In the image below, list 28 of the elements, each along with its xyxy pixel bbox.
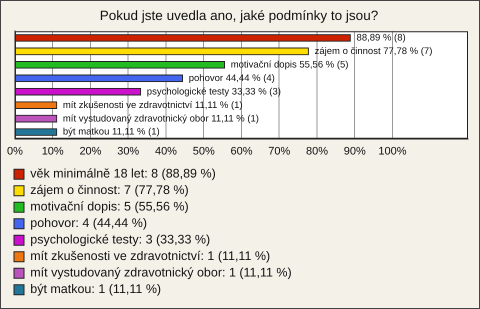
- data-label: 88,89 % (8): [356, 32, 406, 44]
- x-tick-label: 60%: [230, 145, 253, 158]
- legend-label: být matkou: 1 (11,11 %): [30, 282, 162, 296]
- x-tick-label: 90%: [344, 145, 366, 158]
- x-tick-label: 50%: [192, 145, 215, 158]
- x-tick-label: 100%: [378, 145, 407, 158]
- x-tick-label: 40%: [154, 145, 178, 158]
- legend-label: mít vystudovaný zdravotnický obor: 1 (11,11 %): [30, 266, 292, 280]
- legend-label: věk minimálně 18 let: 8 (88,89 %): [30, 166, 216, 181]
- x-tick-label: 70%: [268, 145, 290, 158]
- legend-label: motivační dopis: 5 (55,56 %): [30, 200, 189, 214]
- data-label: zájem o činnost 77,78 % (7): [314, 46, 432, 57]
- legend-label: pohovor: 4 (44,44 %): [30, 216, 147, 230]
- x-tick-label: 20%: [79, 145, 102, 158]
- x-tick-label: 80%: [306, 145, 328, 158]
- data-label: mít zkušenosti ve zdravotnictví 11,11 % (1): [62, 100, 243, 111]
- legend-label: zájem o činnost: 7 (77,78 %): [30, 183, 189, 198]
- x-tick-label: 0%: [6, 145, 24, 158]
- chart-title: Pokud jste uvedla ano, jaké podmínky to jsou?: [100, 8, 378, 23]
- x-tick-label: 30%: [117, 145, 140, 158]
- data-label: mít vystudovaný zdravotnický obor 11,11 % (1): [62, 113, 259, 124]
- data-label: psychologické testy 33,33 % (3): [146, 86, 281, 98]
- legend-label: mít zkušenosti ve zdravotnictví: 1 (11,11 %): [30, 249, 270, 264]
- data-label: pohovor 44,44 % (4): [188, 72, 275, 84]
- legend-label: psychologické testy: 3 (33,33 %): [30, 232, 210, 247]
- data-label: motivační dopis 55,56 % (5): [230, 59, 348, 70]
- data-label: být matkou 11,11 % (1): [62, 126, 160, 138]
- x-tick-label: 10%: [42, 145, 64, 158]
